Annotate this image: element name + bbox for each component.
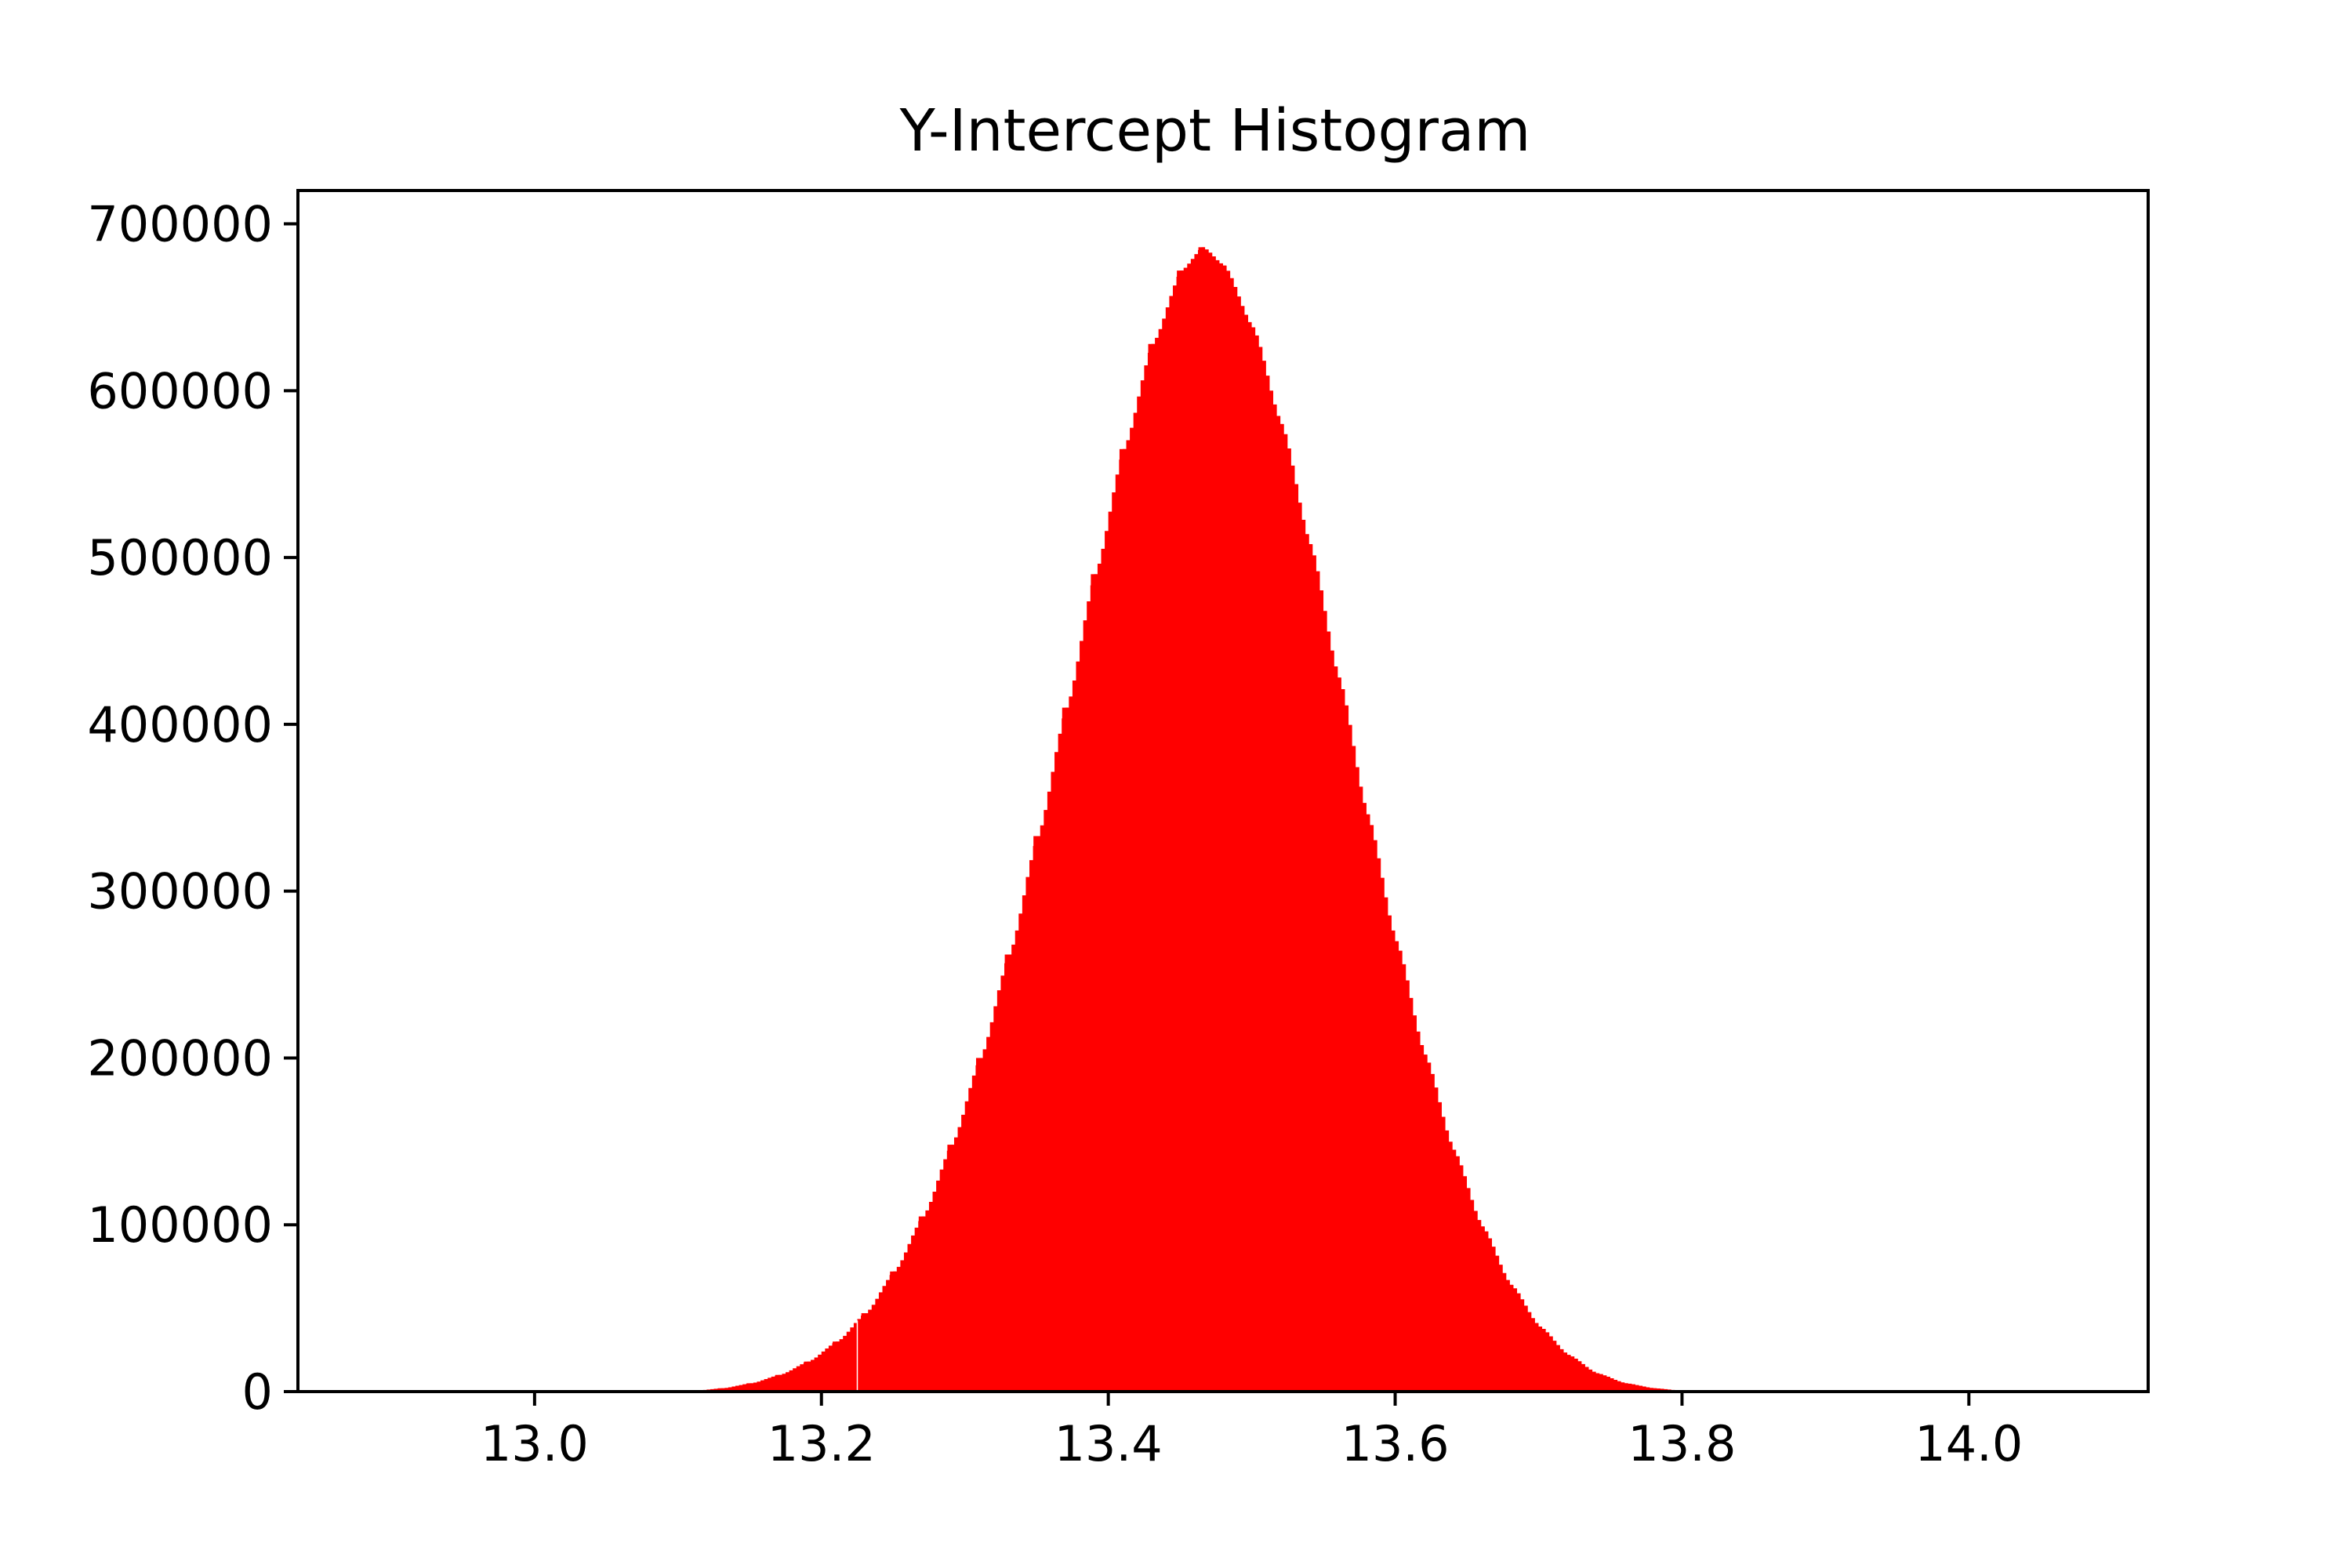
histogram-bin-31: [1564, 1355, 1571, 1392]
x-axis: 13.0 13.2 13.4 13.6 13.8 14.0: [481, 1392, 2023, 1472]
x-tick-label: 13.8: [1628, 1415, 1736, 1472]
histogram-bin-14: [1091, 574, 1098, 1392]
histogram-bin-2: [746, 1383, 753, 1392]
histogram-bin-10: [975, 1058, 982, 1392]
histogram-bin-18: [1198, 247, 1205, 1392]
y-tick-label: 300000: [87, 863, 273, 920]
histogram-bin-5: [833, 1341, 840, 1392]
histogram-bin-9: [947, 1145, 954, 1392]
histogram-bin-1: [717, 1388, 724, 1392]
y-tick-label: 600000: [87, 362, 273, 419]
histogram-bin-20: [1248, 327, 1255, 1392]
x-tick-label: 13.4: [1054, 1415, 1163, 1472]
histogram-bin-28: [1478, 1226, 1485, 1392]
histogram-bin-17: [1177, 270, 1184, 1392]
histogram-bin-30: [1535, 1327, 1542, 1392]
histogram-bin-27: [1449, 1149, 1456, 1392]
y-axis: 0 100000 200000 300000 400000 500000 600000 700…: [87, 196, 298, 1421]
histogram-bin-4: [804, 1361, 811, 1392]
histogram-bin-29: [1506, 1284, 1513, 1392]
y-tick-label: 500000: [87, 529, 273, 586]
histogram-bin-24: [1363, 814, 1370, 1392]
histogram-bin-26: [1421, 1054, 1428, 1392]
x-tick-label: 13.0: [481, 1415, 589, 1472]
histogram-fill: [677, 247, 1700, 1392]
chart-title: Y-Intercept Histogram: [899, 97, 1531, 165]
y-tick-label: 200000: [87, 1029, 273, 1087]
histogram-bin-13: [1062, 707, 1069, 1392]
histogram-bin-11: [1004, 954, 1011, 1392]
y-tick-label: 400000: [87, 696, 273, 753]
histogram-bars: [677, 247, 1700, 1392]
histogram-bin-21: [1277, 423, 1284, 1392]
y-tick-label: 700000: [87, 196, 273, 253]
plot-area-frame: [296, 189, 2150, 1393]
histogram-bin-23: [1334, 677, 1341, 1392]
histogram-bin-25: [1392, 941, 1399, 1392]
x-tick-label: 13.2: [768, 1415, 876, 1472]
histogram-bin-3: [775, 1374, 782, 1392]
histogram-bin-34: [1650, 1388, 1657, 1392]
x-tick-label: 14.0: [1915, 1415, 2023, 1472]
histogram-bin-22: [1305, 544, 1312, 1392]
histogram-bin-8: [918, 1216, 925, 1392]
histogram-bin-6: [861, 1312, 868, 1392]
histogram-bin-33: [1621, 1383, 1628, 1392]
x-tick-label: 13.6: [1341, 1415, 1450, 1472]
y-tick-label: 0: [242, 1363, 273, 1421]
histogram-bin-7: [890, 1271, 897, 1392]
histogram-bin-12: [1033, 836, 1040, 1392]
y-tick-label: 100000: [87, 1196, 273, 1254]
histogram-bin-15: [1119, 448, 1126, 1392]
histogram-bin-32: [1592, 1373, 1599, 1392]
histogram-bin-16: [1148, 343, 1155, 1392]
histogram-bin-19: [1220, 265, 1226, 1392]
